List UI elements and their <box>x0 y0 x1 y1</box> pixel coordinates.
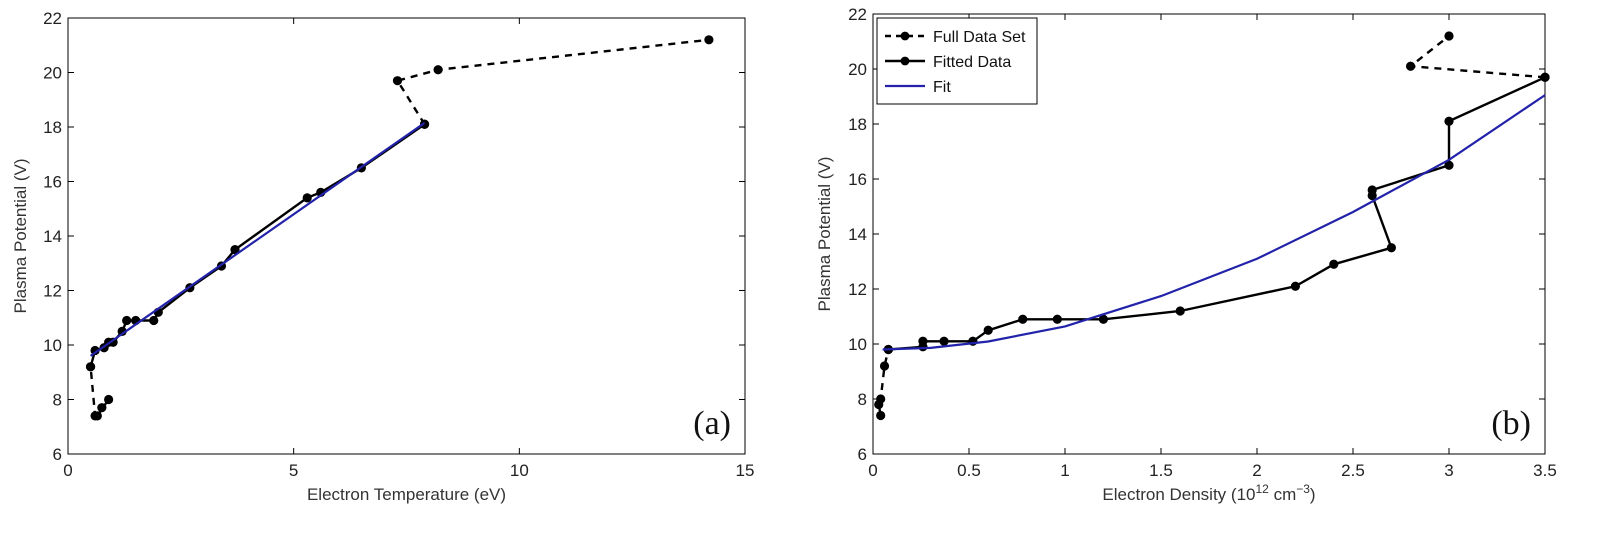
full-data-point <box>1540 72 1550 82</box>
x-tick-label: 0 <box>868 461 877 480</box>
fitted-data-point <box>1018 314 1028 324</box>
fitted-data-point <box>108 337 118 347</box>
fitted-data-point <box>85 362 96 372</box>
fitted-data-point <box>939 336 949 346</box>
fitted-data-line <box>89 123 426 368</box>
fitted-data-point <box>983 325 993 335</box>
x-tick-label: 3.5 <box>1533 461 1557 480</box>
x-axis-label-part: cm <box>1269 485 1296 504</box>
full-data-point <box>90 411 100 421</box>
legend-entry-label: Fit <box>933 79 951 96</box>
y-tick-label: 16 <box>848 170 867 189</box>
y-tick-label: 8 <box>53 391 62 410</box>
fitted-data-point <box>1052 314 1062 324</box>
fitted-data-point <box>1444 160 1454 170</box>
legend-swatch-marker <box>900 31 910 41</box>
x-tick-label: 2 <box>1252 461 1261 480</box>
fitted-data-point <box>122 315 132 326</box>
fitted-data-point <box>1367 185 1377 195</box>
full-data-point <box>876 394 886 404</box>
fitted-data-point <box>1175 306 1185 316</box>
fitted-data-point <box>1329 259 1339 269</box>
legend: Full Data Set Fitted Data Fit <box>876 17 1038 105</box>
full-data-line <box>1407 35 1546 79</box>
x-axis-label-part: ) <box>1310 485 1316 504</box>
full-data-point <box>879 361 890 371</box>
x-tick-label: 1.5 <box>1149 461 1173 480</box>
y-tick-label: 10 <box>43 336 62 355</box>
full-data-point <box>1406 61 1416 71</box>
x-axis-label-part: Electron Density (10 <box>1102 485 1255 504</box>
x-tick-label: 10 <box>510 461 529 480</box>
y-tick-label: 12 <box>43 282 62 301</box>
x-axis-label-sup: −3 <box>1296 482 1310 496</box>
fitted-data-point <box>149 315 159 326</box>
full-data-point <box>1444 31 1454 41</box>
fitted-data-point <box>302 193 312 203</box>
x-axis-label: Electron Temperature (eV) <box>307 485 506 504</box>
fitted-data-point <box>918 336 928 346</box>
x-tick-label: 3 <box>1444 461 1453 480</box>
fitted-data-point <box>1098 314 1108 324</box>
y-tick-label: 22 <box>43 9 62 28</box>
y-tick-label: 16 <box>43 173 62 192</box>
x-tick-label: 15 <box>736 461 755 480</box>
panel-label: (a) <box>693 405 731 442</box>
fitted-data-point <box>117 326 127 336</box>
full-data-point <box>392 76 403 86</box>
y-tick-label: 14 <box>848 225 867 244</box>
full-data-point <box>876 410 886 421</box>
y-tick-label: 20 <box>848 60 867 79</box>
y-tick-label: 10 <box>848 335 867 354</box>
x-tick-label: 5 <box>289 461 298 480</box>
fit-line <box>882 94 1546 351</box>
legend-entry-label: Fitted Data <box>933 54 1011 71</box>
y-tick-label: 20 <box>43 64 62 83</box>
x-tick-label: 0.5 <box>957 461 981 480</box>
x-tick-label: 2.5 <box>1341 461 1365 480</box>
full-data-line <box>395 38 710 125</box>
x-tick-label: 0 <box>63 461 72 480</box>
full-data-point <box>104 394 114 405</box>
y-tick-label: 22 <box>848 5 867 24</box>
y-tick-label: 14 <box>43 227 62 246</box>
y-tick-label: 6 <box>858 445 867 464</box>
y-axis-label: Plasma Potential (V) <box>815 157 834 312</box>
plot-frame <box>67 17 746 455</box>
y-tick-label: 18 <box>848 115 867 134</box>
fit-line <box>89 121 426 357</box>
full-data-point <box>97 403 107 413</box>
y-tick-label: 6 <box>53 445 62 464</box>
chart-panel-a: 0 5 10 15 6 8 10 12 14 16 18 20 22 Electron Temperatu… <box>11 9 754 504</box>
panel-label: (b) <box>1491 405 1531 442</box>
fitted-data-point <box>1290 281 1300 291</box>
full-data-point <box>433 65 443 75</box>
y-tick-label: 8 <box>858 390 867 409</box>
x-axis-label: Electron Density (1012 cm−3) <box>1102 482 1315 504</box>
full-data-point <box>419 119 430 129</box>
y-axis-label: Plasma Potential (V) <box>11 159 30 314</box>
x-axis-label-sup: 12 <box>1255 482 1269 496</box>
legend-swatch-marker <box>900 56 910 66</box>
fitted-data-point <box>1444 116 1454 126</box>
x-tick-label: 1 <box>1060 461 1069 480</box>
y-tick-label: 12 <box>848 280 867 299</box>
chart-panel-b: 0 0.5 1 1.5 2 2.5 3 3.5 6 8 10 12 14 16 18 20 22 Electron… <box>815 5 1557 504</box>
y-tick-label: 18 <box>43 118 62 137</box>
fitted-data-point <box>230 245 240 255</box>
legend-entry-label: Full Data Set <box>933 29 1026 46</box>
fitted-data-point <box>1386 243 1396 253</box>
fitted-data-point <box>90 345 100 356</box>
full-data-point <box>704 35 714 45</box>
